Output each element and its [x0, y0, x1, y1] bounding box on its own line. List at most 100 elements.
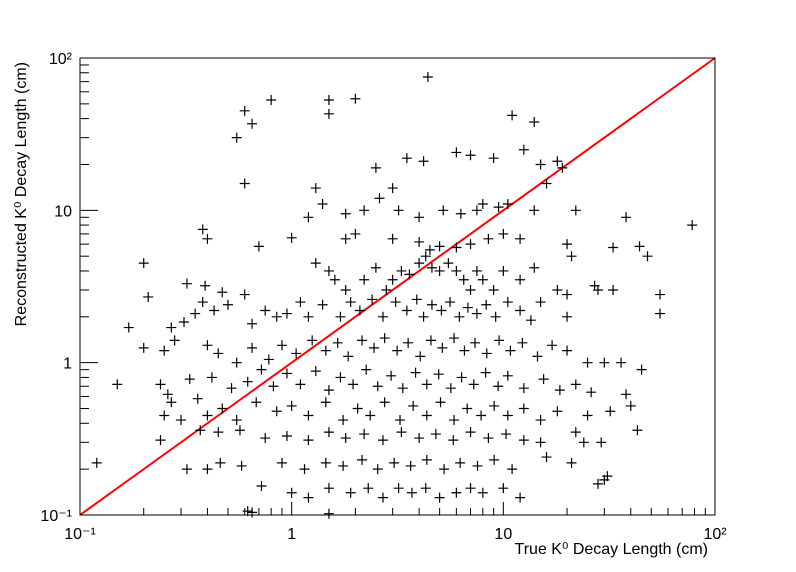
- y-tick-label: 10²: [49, 51, 73, 68]
- data-point: [320, 345, 331, 356]
- data-point: [392, 345, 403, 356]
- data-point: [501, 429, 512, 440]
- data-point: [286, 487, 297, 498]
- data-point: [566, 457, 577, 468]
- data-point: [621, 212, 632, 223]
- data-point: [632, 425, 643, 436]
- data-point: [586, 387, 597, 398]
- data-point: [480, 367, 491, 378]
- data-point: [320, 457, 331, 468]
- data-point: [494, 335, 505, 346]
- data-point: [541, 452, 552, 463]
- data-point: [468, 379, 479, 390]
- data-point: [263, 354, 274, 365]
- data-point: [502, 370, 513, 381]
- data-point: [266, 95, 277, 106]
- data-point: [271, 311, 282, 322]
- data-point: [582, 357, 593, 368]
- data-point: [502, 410, 513, 421]
- reference-line: [79, 57, 716, 516]
- data-point: [377, 311, 388, 322]
- data-point: [377, 435, 388, 446]
- data-point: [462, 302, 473, 313]
- data-point: [414, 236, 425, 247]
- data-point: [636, 364, 647, 375]
- data-point: [276, 340, 287, 351]
- data-point: [332, 337, 343, 348]
- data-point: [642, 251, 653, 262]
- data-point: [359, 205, 370, 216]
- data-point: [247, 507, 258, 518]
- data-point: [455, 208, 466, 219]
- data-point: [414, 258, 425, 269]
- data-point: [166, 322, 177, 333]
- data-point: [197, 224, 208, 235]
- data-point: [488, 153, 499, 164]
- data-point: [449, 415, 460, 426]
- data-point: [406, 487, 417, 498]
- data-point: [389, 457, 400, 468]
- data-point: [372, 464, 383, 475]
- data-point: [465, 284, 476, 295]
- data-point: [379, 397, 390, 408]
- data-point: [295, 379, 306, 390]
- data-point: [239, 178, 250, 189]
- data-point: [547, 340, 558, 351]
- data-point: [471, 265, 482, 276]
- data-point: [345, 297, 356, 308]
- data-point: [365, 410, 376, 421]
- data-point: [435, 397, 446, 408]
- data-point: [608, 242, 619, 253]
- data-point: [206, 372, 217, 383]
- data-point: [247, 342, 258, 353]
- data-point: [621, 389, 632, 400]
- data-point: [445, 297, 456, 308]
- data-point: [687, 220, 698, 231]
- data-point: [381, 284, 392, 295]
- data-point: [507, 110, 518, 121]
- data-point: [404, 269, 415, 280]
- data-point: [323, 508, 334, 519]
- data-point: [434, 492, 445, 503]
- data-point: [310, 258, 321, 269]
- data-point: [303, 212, 314, 223]
- data-point: [323, 265, 334, 276]
- data-point: [181, 278, 192, 289]
- data-point: [411, 294, 422, 305]
- data-point: [592, 478, 603, 489]
- data-point: [268, 381, 279, 392]
- data-point: [477, 199, 488, 210]
- data-point: [340, 433, 351, 444]
- data-point: [421, 379, 432, 390]
- y-axis-label: Reconstructed K⁰ Decay Length (cm): [13, 62, 30, 326]
- data-point: [202, 233, 213, 244]
- data-point: [515, 274, 526, 285]
- data-point: [181, 464, 192, 475]
- data-point: [502, 199, 513, 210]
- data-point: [418, 156, 429, 167]
- data-point: [458, 274, 469, 285]
- data-point: [655, 308, 666, 319]
- data-point: [350, 228, 361, 239]
- reference-line-group: [79, 57, 716, 516]
- data-point: [562, 311, 573, 322]
- data-point: [566, 251, 577, 262]
- y-tick-label: 1: [63, 356, 72, 373]
- data-point: [477, 274, 488, 285]
- data-point: [286, 400, 297, 411]
- data-point: [439, 464, 450, 475]
- data-point: [448, 435, 459, 446]
- data-point: [367, 294, 378, 305]
- data-point: [352, 403, 363, 414]
- x-tick-label: 10: [494, 526, 512, 543]
- data-point: [231, 132, 242, 143]
- data-point: [253, 241, 264, 252]
- data-point: [338, 415, 349, 426]
- data-point: [295, 297, 306, 308]
- data-point: [393, 205, 404, 216]
- data-point: [605, 406, 616, 417]
- data-point: [455, 457, 466, 468]
- data-point: [138, 258, 149, 269]
- data-point: [192, 393, 203, 404]
